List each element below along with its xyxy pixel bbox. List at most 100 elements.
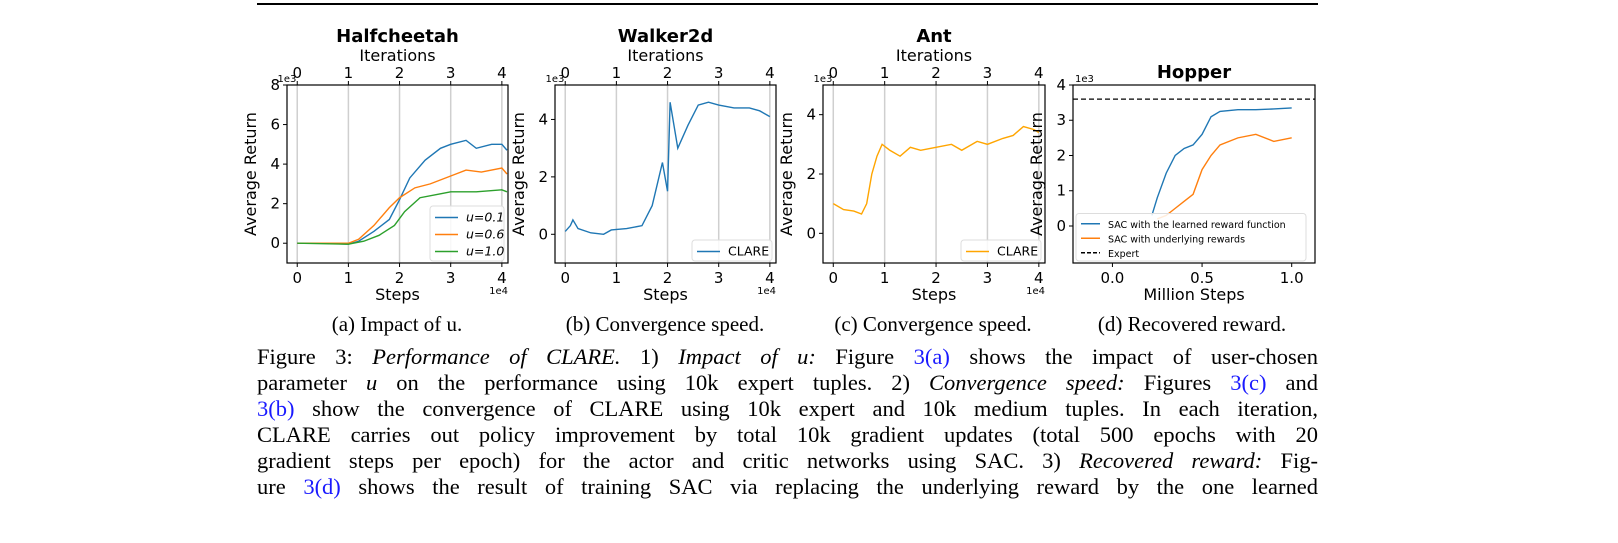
y-tick-label: 0 (270, 234, 280, 252)
x-offset-text: 1e4 (1026, 286, 1045, 297)
caption-text: shows the result of training SAC via rep… (340, 474, 1318, 499)
caption-text: Performance of CLARE. (372, 344, 621, 369)
x-axis-label: Steps (643, 285, 688, 304)
top-x-tick-label: 0 (560, 64, 570, 82)
top-x-axis-label: Iterations (359, 46, 435, 65)
y-offset-text: 1e3 (1075, 74, 1094, 85)
figure-ref-link[interactable]: 3(b) (257, 396, 295, 421)
figure-ref-link[interactable]: 3(d) (303, 474, 341, 499)
figure-ref-link[interactable]: 3(c) (1230, 370, 1267, 395)
legend-label: SAC with underlying rewards (1108, 234, 1245, 245)
caption-text: gradient steps per epoch) for the actor … (257, 448, 1080, 473)
caption-text: Figure (815, 344, 914, 369)
x-tick-label: 0 (829, 269, 839, 287)
top-x-tick-label: 4 (765, 64, 775, 82)
y-tick-label: 3 (1056, 111, 1066, 129)
x-tick-label: 4 (1034, 269, 1044, 287)
axes-frame (822, 84, 1046, 264)
caption-text: Fig- (1262, 448, 1318, 473)
x-tick-label: 0.5 (1190, 269, 1214, 287)
caption-text: show the convergence of CLARE using 10k … (294, 396, 1318, 421)
figure-charts: 001122334402468HalfcheetahIterationsStep… (241, 26, 1316, 304)
caption-text: ure (257, 474, 304, 499)
top-x-tick-label: 3 (446, 64, 456, 82)
caption-line: CLARE carries out policy improvement by … (257, 422, 1318, 448)
y-offset-text: 1e3 (814, 74, 833, 85)
legend-label: CLARE (728, 244, 769, 259)
x-tick-label: 3 (983, 269, 993, 287)
x-tick-label: 1 (880, 269, 890, 287)
caption-text: CLARE carries out policy improvement by … (257, 422, 1318, 447)
x-tick-label: 0 (292, 269, 302, 287)
legend-box (429, 205, 505, 262)
caption-text: Convergence speed: (929, 370, 1125, 395)
top-x-tick-label: 1 (880, 64, 890, 82)
legend: SAC with the learned reward function SAC … (1075, 213, 1307, 262)
axes-frame (286, 84, 509, 264)
x-tick-label: 0 (560, 269, 570, 287)
y-tick-label: 0 (538, 225, 548, 243)
chart-title: Halfcheetah (336, 26, 459, 47)
legend-box (691, 239, 773, 262)
caption-text: and (1266, 370, 1319, 395)
y-tick-label: 4 (1056, 76, 1066, 94)
legend-box (960, 239, 1042, 262)
y-axis-label: Average Return (777, 112, 796, 236)
x-offset-text: 1e4 (757, 286, 776, 297)
y-tick-label: 4 (806, 106, 816, 124)
chart-halfcheetah: 001122334402468HalfcheetahIterationsStep… (241, 26, 509, 304)
top-rule (257, 3, 1318, 5)
top-x-tick-label: 4 (497, 64, 507, 82)
x-tick-label: 4 (497, 269, 507, 287)
x-tick-label: 3 (714, 269, 724, 287)
series-line-1 (297, 167, 508, 244)
x-offset-text: 1e4 (489, 286, 508, 297)
caption-text: Figure 3: (257, 344, 373, 369)
caption-text: on the performance using 10k expert tupl… (377, 370, 930, 395)
caption-line: ure 3(d) shows the result of training SA… (257, 474, 1318, 500)
y-tick-label: 4 (270, 155, 280, 173)
subcaption-a: (a) Impact of u. (331, 312, 463, 336)
x-tick-label: 4 (765, 269, 775, 287)
top-x-tick-label: 1 (612, 64, 622, 82)
top-x-tick-label: 2 (663, 64, 673, 82)
x-tick-label: 2 (395, 269, 405, 287)
x-tick-label: 3 (446, 269, 456, 287)
chart-title: Ant (916, 26, 952, 47)
legend-label: SAC with the learned reward function (1108, 220, 1286, 231)
y-offset-text: 1e3 (278, 74, 297, 85)
top-x-tick-label: 3 (983, 64, 993, 82)
caption-text: 1) (620, 344, 679, 369)
legend-label: u=0.6 (466, 227, 504, 242)
legend-box (1075, 213, 1307, 262)
axes-frame (1072, 84, 1316, 264)
series-line-1 (1156, 133, 1292, 220)
y-tick-label: 0 (1056, 217, 1066, 235)
x-tick-label: 1 (612, 269, 622, 287)
caption-text: Impact of u: (678, 344, 816, 369)
figure-ref-link[interactable]: 3(a) (913, 344, 950, 369)
axes-frame (554, 84, 777, 264)
y-axis-label: Average Return (509, 112, 528, 236)
y-tick-label: 0 (806, 224, 816, 242)
x-axis-label: Steps (375, 285, 420, 304)
top-x-tick-label: 3 (714, 64, 724, 82)
caption-line: parameter u on the performance using 10k… (257, 370, 1318, 396)
subcaption-c: (c) Convergence speed. (834, 312, 1032, 336)
legend-label: Expert (1108, 249, 1139, 260)
x-tick-label: 2 (663, 269, 673, 287)
x-axis-label: Million Steps (1143, 285, 1244, 304)
legend-label: u=1.0 (466, 244, 504, 259)
x-axis-label: Steps (912, 285, 957, 304)
chart-title: Hopper (1157, 62, 1231, 83)
legend-label: u=0.1 (466, 210, 504, 225)
series-line-0 (1151, 107, 1292, 216)
top-x-tick-label: 2 (931, 64, 941, 82)
legend: u=0.1 u=0.6 u=1.0 (429, 205, 505, 262)
chart-title: Walker2d (618, 26, 714, 47)
caption-line: gradient steps per epoch) for the actor … (257, 448, 1318, 474)
top-x-tick-label: 2 (395, 64, 405, 82)
y-axis-label: Average Return (241, 112, 260, 236)
